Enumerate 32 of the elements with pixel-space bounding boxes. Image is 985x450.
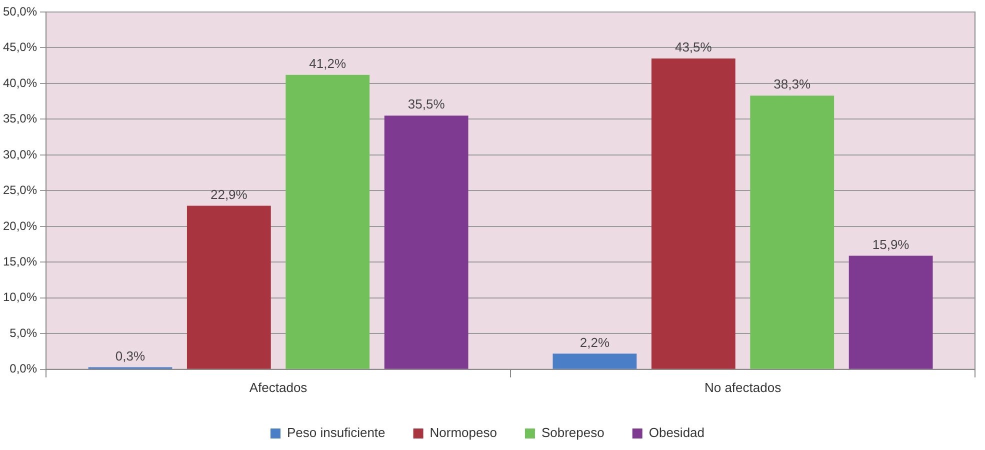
y-tick-label: 10,0% — [2, 290, 38, 304]
bar — [286, 74, 370, 369]
bar — [848, 256, 933, 369]
bar — [651, 58, 736, 369]
y-tick-label: 0,0% — [10, 362, 38, 376]
y-tick-label: 40,0% — [2, 76, 38, 90]
data-label: 35,5% — [408, 96, 446, 112]
data-label: 22,9% — [210, 186, 248, 202]
y-tick-label: 45,0% — [2, 40, 38, 54]
data-label: 15,9% — [872, 236, 910, 252]
data-label: 0,3% — [115, 348, 146, 364]
data-label: 2,2% — [580, 334, 610, 350]
legend-label: Normopeso — [430, 425, 497, 440]
bar — [186, 206, 271, 369]
y-tick-label: 20,0% — [2, 218, 38, 233]
x-tick-label: No afectados — [704, 380, 782, 395]
y-tick-label: 35,0% — [2, 112, 38, 126]
data-label: 41,2% — [309, 56, 346, 71]
legend-label: Sobrepeso — [541, 425, 604, 440]
legend-label: Peso insuficiente — [286, 425, 386, 440]
y-tick-label: 25,0% — [2, 183, 38, 198]
bar — [552, 354, 637, 369]
bar — [384, 116, 468, 369]
y-tick-label: 5,0% — [10, 326, 38, 340]
data-label: 43,5% — [674, 40, 712, 55]
y-tick-label: 30,0% — [2, 147, 38, 162]
y-tick-label: 15,0% — [2, 254, 38, 268]
x-tick-label: Afectados — [249, 380, 308, 395]
bar — [750, 96, 834, 369]
y-tick-label: 50,0% — [2, 4, 38, 18]
data-label: 38,3% — [774, 76, 811, 92]
legend-label: Obesidad — [648, 425, 705, 440]
